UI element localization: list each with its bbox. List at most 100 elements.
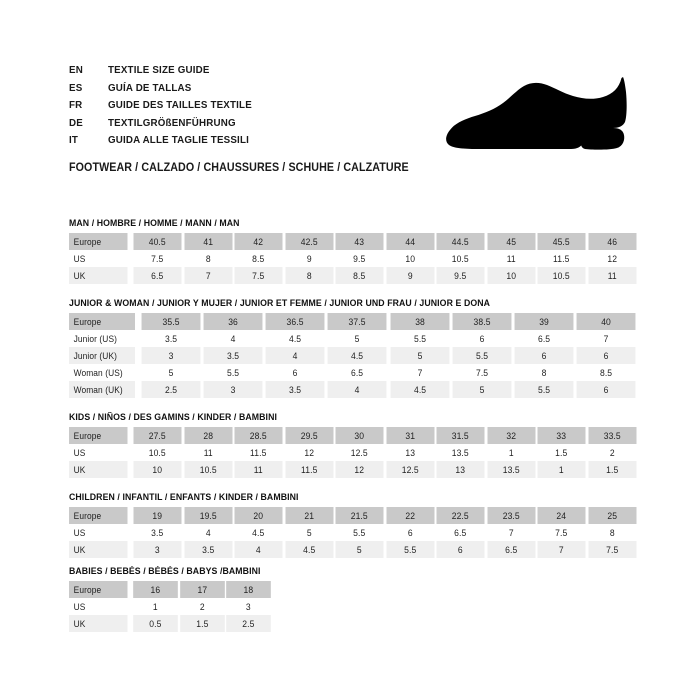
language-code: ES [69,81,83,94]
size-value: 11 [234,461,283,478]
size-value: 6.5 [514,330,574,347]
size-value: 10.5 [183,461,232,478]
size-value: 4 [203,330,263,347]
size-value: 6.5 [327,364,387,381]
size-value: 6 [436,541,485,558]
size-section: MAN / HOMBRE / HOMME / MANN / MAN Europe 4… [69,218,637,284]
size-value: 6.5 [436,524,485,541]
size-value: 12.5 [335,444,384,461]
size-value: 13 [385,444,434,461]
size-section: BABIES / BEBÉS / BÉBÉS / BABYS /BAMBINI E… [69,566,637,632]
size-table: Europe 27.5 28 28.5 29.5 30 31 31.5 32 33 33.5 US 10… [69,427,637,478]
size-column-header: 25 [587,507,636,524]
size-value: 4 [327,381,387,398]
row-label: Europe [69,313,136,330]
size-value: 5.5 [203,364,263,381]
language-code: DE [69,116,83,129]
size-value: 8.5 [335,267,384,284]
size-value: 3 [226,598,271,615]
size-value: 3 [133,541,182,558]
size-value: 2 [179,598,225,615]
size-value: 5.5 [335,524,384,541]
table-row: Junior (US) 3.5 4 4.5 5 5.5 6 6.5 7 [69,330,637,347]
language-title: GUIDE DES TAILLES TEXTILE [108,99,252,111]
section-title: BABIES / BEBÉS / BÉBÉS / BABYS /BAMBINI [69,566,261,577]
size-value: 11.5 [284,461,333,478]
size-column-header: 24 [537,507,586,524]
size-value: 7.5 [587,541,636,558]
size-column-header: 36.5 [265,313,325,330]
size-column-header: 46 [587,233,636,250]
size-value: 1.5 [179,615,225,632]
section-title: KIDS / NIÑOS / DES GAMINS / KINDER / BAM… [69,412,278,423]
size-value: 8 [514,364,574,381]
language-title: TEXTILGRÖßENFÜHRUNG [108,116,236,129]
size-column-header: 44.5 [436,233,485,250]
row-label: Europe [69,507,128,524]
size-column-header: 41 [183,233,232,250]
size-value: 4 [183,524,232,541]
table-row: Woman (UK) 2.5 3 3.5 4 4.5 5 5.5 6 [69,381,637,398]
size-column-header: 29.5 [284,427,333,444]
size-value: 8.5 [234,250,283,267]
size-value: 10 [486,267,535,284]
size-column-header: 44 [385,233,434,250]
size-value: 12 [284,444,333,461]
size-value: 13.5 [486,461,535,478]
size-value: 6 [452,330,512,347]
table-row: US 7.5 8 8.5 9 9.5 10 10.5 11 11.5 12 [69,250,637,267]
size-value: 6 [265,364,325,381]
size-column-header: 33 [537,427,586,444]
language-code: EN [69,64,83,76]
size-column-header: 35.5 [141,313,201,330]
size-value: 13 [436,461,485,478]
size-column-header: 19.5 [183,507,232,524]
size-column-header: 21.5 [335,507,384,524]
size-value: 7 [183,267,232,284]
size-value: 8 [587,524,636,541]
size-value: 1.5 [537,444,586,461]
row-label: Woman (UK) [69,381,136,398]
size-value: 9.5 [335,250,384,267]
size-section: KIDS / NIÑOS / DES GAMINS / KINDER / BAM… [69,412,637,478]
size-column-header: 42.5 [284,233,333,250]
size-value: 13.5 [436,444,485,461]
size-value: 7 [390,364,450,381]
table-row: Junior (UK) 3 3.5 4 4.5 5 5.5 6 6 [69,347,637,364]
language-row: DE TEXTILGRÖßENFÜHRUNG [69,117,263,135]
size-column-header: 22 [385,507,434,524]
size-value: 9 [284,250,333,267]
language-code: FR [69,99,83,111]
row-label: UK [69,267,128,284]
table-header-row: Europe 16 17 18 [69,581,272,598]
size-table: Europe 35.5 36 36.5 37.5 38 38.5 39 40 Junior (US… [69,313,637,398]
size-column-header: 21 [284,507,333,524]
size-value: 8 [183,250,232,267]
size-column-header: 31.5 [436,427,485,444]
table-header-row: Europe 40.5 41 42 42.5 43 44 44.5 45 45.5 46 [69,233,637,250]
row-label: Junior (US) [69,330,136,347]
language-row: FR GUIDE DES TAILLES TEXTILE [69,99,263,117]
size-value: 6.5 [486,541,535,558]
size-value: 12 [335,461,384,478]
size-value: 2 [587,444,636,461]
size-value: 4.5 [390,381,450,398]
size-value: 7 [576,330,636,347]
row-label: US [69,250,128,267]
size-value: 6 [576,347,636,364]
size-value: 5 [452,381,512,398]
row-label: US [69,444,128,461]
size-value: 2.5 [226,615,271,632]
table-row: UK 0.5 1.5 2.5 [69,615,272,632]
dress-shoe-silhouette-icon [443,72,629,156]
size-value: 4.5 [234,524,283,541]
size-value: 10.5 [436,250,485,267]
size-value: 8 [284,267,333,284]
section-title: MAN / HOMBRE / HOMME / MANN / MAN [69,218,240,229]
table-row: US 10.5 11 11.5 12 12.5 13 13.5 1 1.5 2 [69,444,637,461]
size-value: 6.5 [133,267,182,284]
size-value: 8.5 [576,364,636,381]
language-row: IT GUIDA ALLE TAGLIE TESSILI [69,134,263,152]
size-column-header: 38.5 [452,313,512,330]
language-row: ES GUÍA DE TALLAS [69,82,263,100]
